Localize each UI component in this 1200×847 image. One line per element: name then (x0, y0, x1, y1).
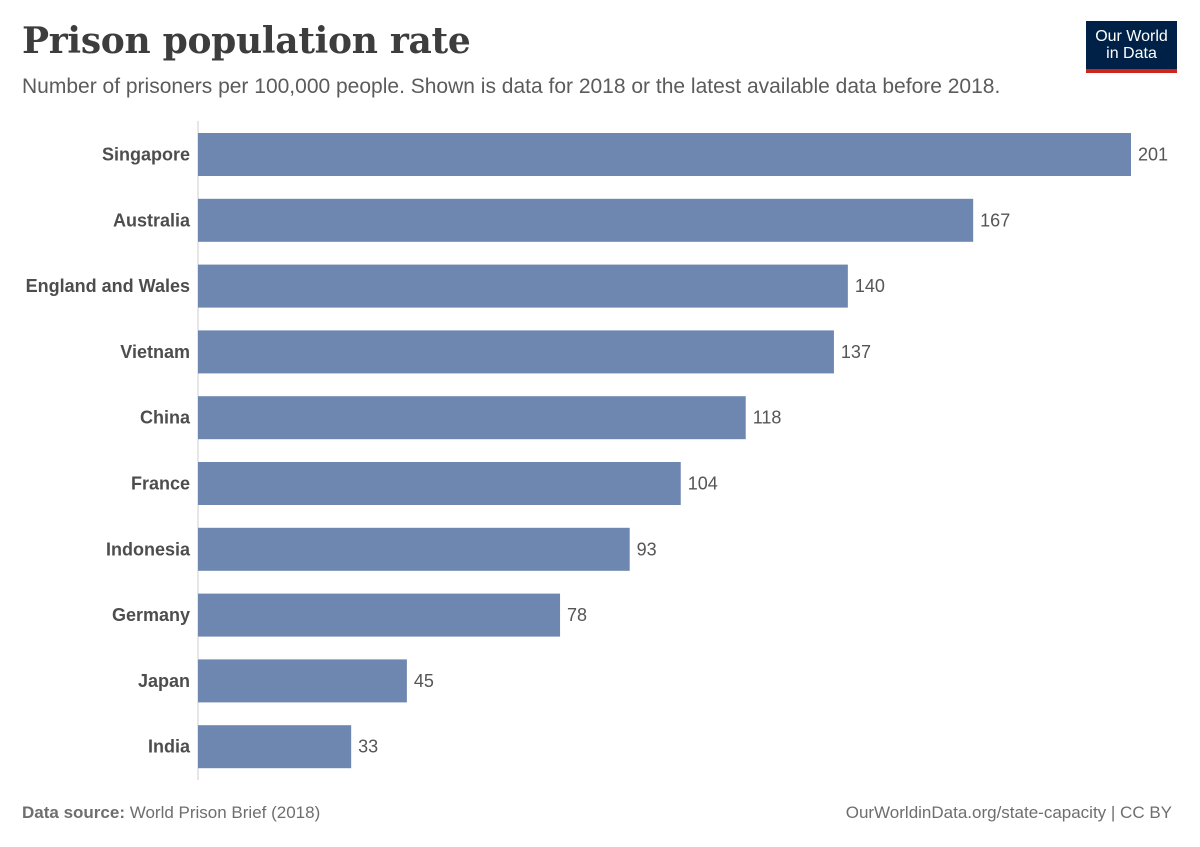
chart-title: Prison population rate (22, 20, 471, 62)
category-label-singapore: Singapore (102, 145, 190, 165)
data-source-value[interactable]: World Prison Brief (2018) (129, 803, 321, 822)
value-label-vietnam: 137 (841, 342, 871, 362)
category-label-france: France (131, 474, 190, 494)
bar-vietnam[interactable] (198, 330, 834, 374)
bar-singapore[interactable] (198, 133, 1131, 176)
bar-japan[interactable] (198, 659, 407, 703)
value-label-france: 104 (688, 474, 718, 494)
bar-france[interactable] (198, 462, 681, 505)
chart-subtitle: Number of prisoners per 100,000 people. … (22, 75, 1001, 98)
category-label-india: India (148, 737, 191, 757)
category-label-england-and-wales: England and Wales (26, 276, 190, 296)
category-label-germany: Germany (112, 605, 190, 625)
category-label-indonesia: Indonesia (106, 539, 191, 559)
category-label-australia: Australia (113, 210, 191, 230)
bar-india[interactable] (198, 725, 352, 769)
bar-australia[interactable] (198, 198, 974, 242)
value-label-germany: 78 (567, 605, 587, 625)
category-label-vietnam: Vietnam (120, 342, 190, 362)
value-label-indonesia: 93 (637, 539, 657, 559)
data-source: Data source: World Prison Brief (2018) (22, 803, 320, 823)
category-label-china: China (140, 408, 191, 428)
value-label-india: 33 (358, 737, 378, 757)
bar-germany[interactable] (198, 593, 561, 637)
bar-england-and-wales[interactable] (198, 264, 848, 308)
owid-logo[interactable]: Our World in Data (1086, 21, 1177, 73)
footer-link[interactable]: OurWorldinData.org/state-capacity | CC B… (845, 803, 1172, 822)
value-label-japan: 45 (414, 671, 434, 691)
value-label-england-and-wales: 140 (855, 276, 885, 296)
value-label-china: 118 (753, 408, 782, 428)
logo-line-1: Our World (1095, 28, 1168, 45)
logo-line-2: in Data (1106, 45, 1157, 62)
bar-indonesia[interactable] (198, 527, 630, 571)
bar-china[interactable] (198, 396, 746, 440)
value-label-singapore: 201 (1138, 145, 1168, 165)
category-label-japan: Japan (138, 671, 190, 691)
data-source-label: Data source: (22, 803, 125, 822)
value-label-australia: 167 (980, 210, 1010, 230)
